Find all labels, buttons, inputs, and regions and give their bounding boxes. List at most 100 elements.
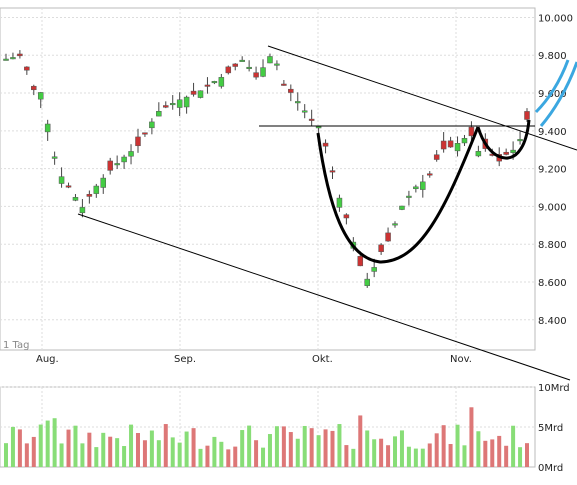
candle-up bbox=[246, 66, 252, 69]
volume-bar bbox=[309, 428, 314, 467]
candle-up bbox=[364, 278, 370, 286]
candle-down bbox=[524, 111, 530, 120]
candle-up bbox=[517, 139, 523, 142]
candle-down bbox=[288, 88, 294, 93]
candle-down bbox=[232, 63, 238, 67]
volume-bar bbox=[205, 445, 210, 467]
candle-up bbox=[100, 177, 107, 188]
y-tick-label: 8.600 bbox=[538, 278, 567, 289]
lower-channel-line bbox=[77, 213, 571, 381]
volume-bar bbox=[226, 449, 231, 467]
volume-bar bbox=[427, 443, 432, 467]
volume-bar bbox=[406, 446, 411, 467]
candle-down bbox=[343, 214, 350, 219]
candle-up bbox=[461, 138, 468, 144]
candle-up bbox=[274, 63, 280, 66]
candle-down bbox=[426, 173, 433, 176]
volume-bar bbox=[337, 424, 342, 467]
candle-down bbox=[135, 136, 141, 147]
volume-bar bbox=[455, 424, 460, 467]
grid-layer: 10.000 9.800 9.600 9.400 9.200 9.000 8.800 8.60… bbox=[0, 7, 573, 474]
drawings-layer bbox=[77, 45, 577, 381]
candle-up bbox=[454, 143, 461, 152]
volume-bar bbox=[38, 424, 43, 467]
candle-up bbox=[413, 186, 419, 190]
volume-bar bbox=[198, 448, 203, 467]
y-tick-label: 9.200 bbox=[538, 165, 567, 176]
y-tick-label: 9.600 bbox=[538, 89, 567, 100]
candle-up bbox=[149, 121, 155, 129]
candle-up bbox=[420, 181, 426, 190]
volume-bar bbox=[386, 445, 391, 467]
candle-up bbox=[295, 101, 301, 104]
volume-bar bbox=[240, 430, 245, 467]
candle-up bbox=[128, 151, 134, 157]
candle-up bbox=[371, 267, 377, 272]
volume-bar bbox=[129, 424, 134, 467]
candle-up bbox=[218, 77, 225, 87]
volume-bar bbox=[212, 436, 217, 467]
volume-bar bbox=[17, 429, 22, 467]
volume-bar bbox=[379, 438, 384, 467]
candle-up bbox=[399, 205, 405, 210]
candle-up bbox=[3, 58, 9, 61]
candle-up bbox=[44, 123, 51, 133]
volume-bar bbox=[504, 445, 509, 467]
candle-up bbox=[183, 96, 190, 108]
interval-label: 1 Tag bbox=[3, 340, 29, 351]
candle-up bbox=[79, 207, 86, 214]
candle-up bbox=[114, 163, 120, 166]
candle-up bbox=[510, 149, 516, 153]
volume-bar bbox=[233, 446, 238, 467]
volume-bar bbox=[518, 447, 523, 467]
volume-bar bbox=[73, 425, 78, 467]
volume-bar bbox=[448, 444, 453, 467]
volume-layer bbox=[4, 407, 529, 467]
candle-up bbox=[58, 176, 65, 184]
volume-bar bbox=[184, 431, 189, 467]
candle-down bbox=[378, 244, 384, 252]
volume-bar bbox=[281, 426, 286, 467]
volume-bar bbox=[156, 440, 161, 467]
candle-up bbox=[315, 126, 322, 129]
volume-bar bbox=[372, 439, 377, 467]
candle-up bbox=[336, 197, 343, 208]
volume-bar bbox=[399, 430, 404, 467]
candle-down bbox=[357, 256, 364, 267]
volume-bar bbox=[420, 448, 425, 467]
volume-bar bbox=[122, 446, 127, 467]
volume-bar bbox=[219, 441, 224, 467]
volume-bar bbox=[490, 439, 495, 467]
candle-down bbox=[329, 170, 336, 173]
candle-up bbox=[121, 156, 127, 163]
candle-up bbox=[392, 223, 398, 226]
candle-up bbox=[169, 103, 176, 106]
volume-bar bbox=[10, 426, 15, 467]
x-tick-label: Okt. bbox=[312, 354, 333, 365]
volume-bar bbox=[87, 432, 92, 467]
x-tick-label: Nov. bbox=[450, 354, 472, 365]
candle-down bbox=[447, 140, 454, 148]
volume-bar bbox=[358, 415, 363, 467]
volume-bar bbox=[476, 431, 481, 467]
candle-down bbox=[322, 142, 329, 147]
candle-down bbox=[107, 160, 113, 171]
volume-bar bbox=[94, 447, 99, 467]
volume-bar bbox=[52, 418, 57, 467]
volume-bar bbox=[295, 438, 300, 467]
candle-down bbox=[468, 126, 475, 137]
y-tick-label: 9.800 bbox=[538, 51, 567, 62]
volume-bar bbox=[323, 429, 328, 467]
volume-bar bbox=[170, 437, 175, 467]
volume-bar bbox=[330, 430, 335, 467]
candle-up bbox=[37, 92, 44, 100]
volume-bar bbox=[344, 445, 349, 467]
candle-down bbox=[142, 132, 148, 135]
volume-bar bbox=[24, 443, 29, 467]
volume-bar bbox=[142, 440, 147, 467]
volume-tick-label: 10Mrd bbox=[538, 383, 570, 394]
volume-bar bbox=[288, 432, 293, 467]
candle-down bbox=[433, 154, 440, 160]
candle-up bbox=[260, 67, 266, 77]
volume-bar bbox=[59, 443, 64, 467]
